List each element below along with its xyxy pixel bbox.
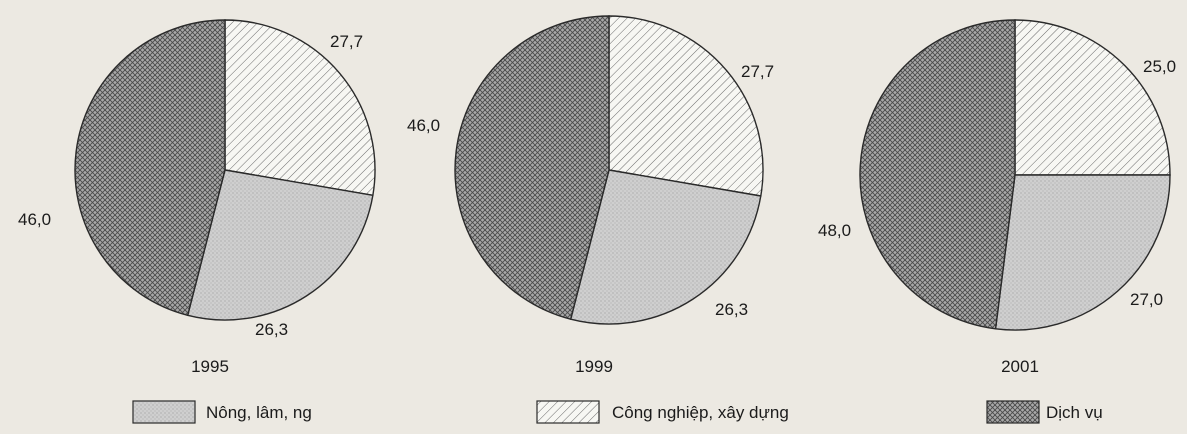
pie-1995-slice-nong_lam_ng	[186, 169, 374, 321]
pie-2001-label-nong_lam_ng: 27,0	[1130, 290, 1163, 309]
pie-2001-slice-cong_nghiep	[1014, 19, 1171, 176]
pie-2001-label-cong_nghiep: 25,0	[1143, 57, 1176, 76]
pies-group: 27,7 26,3 46,0 1995 27,7 26,3 46,0 1999 25,0 27,0…	[18, 15, 1176, 376]
pie-1995-year-label: 1995	[191, 357, 229, 376]
pie-1995-slice-dich_vu	[74, 19, 226, 317]
pie-2001-year-label: 2001	[1001, 357, 1039, 376]
legend-swatch-cong_nghiep	[536, 400, 600, 424]
legend: Nông, lâm, ng Công nghiệp, xây dựng Dịch v…	[132, 400, 1103, 424]
pie-2001-label-dich_vu: 48,0	[818, 221, 851, 240]
legend-swatch-nong_lam_ng	[132, 400, 196, 424]
pie-1999-label-nong_lam_ng: 26,3	[715, 300, 748, 319]
pie-1999-year-label: 1999	[575, 357, 613, 376]
pie-1995-slice-cong_nghiep	[224, 19, 376, 197]
legend-label-nong_lam_ng: Nông, lâm, ng	[206, 403, 312, 422]
pie-1999-slice-cong_nghiep	[608, 15, 764, 197]
legend-label-cong_nghiep: Công nghiệp, xây dựng	[612, 403, 789, 422]
pie-1999-label-dich_vu: 46,0	[407, 116, 440, 135]
pie-2001-slice-nong_lam_ng	[994, 174, 1171, 331]
pie-2001-slice-dich_vu	[859, 19, 1016, 330]
pie-1999-slice-nong_lam_ng	[569, 169, 762, 325]
legend-label-dich_vu: Dịch vụ	[1046, 403, 1103, 422]
legend-swatch-dich_vu	[986, 400, 1040, 424]
pie-1995-label-nong_lam_ng: 26,3	[255, 320, 288, 339]
pie-1995-label-cong_nghiep: 27,7	[330, 32, 363, 51]
pie-1995-label-dich_vu: 46,0	[18, 210, 51, 229]
pie-1999-slice-dich_vu	[454, 15, 610, 321]
pie-1999-label-cong_nghiep: 27,7	[741, 62, 774, 81]
